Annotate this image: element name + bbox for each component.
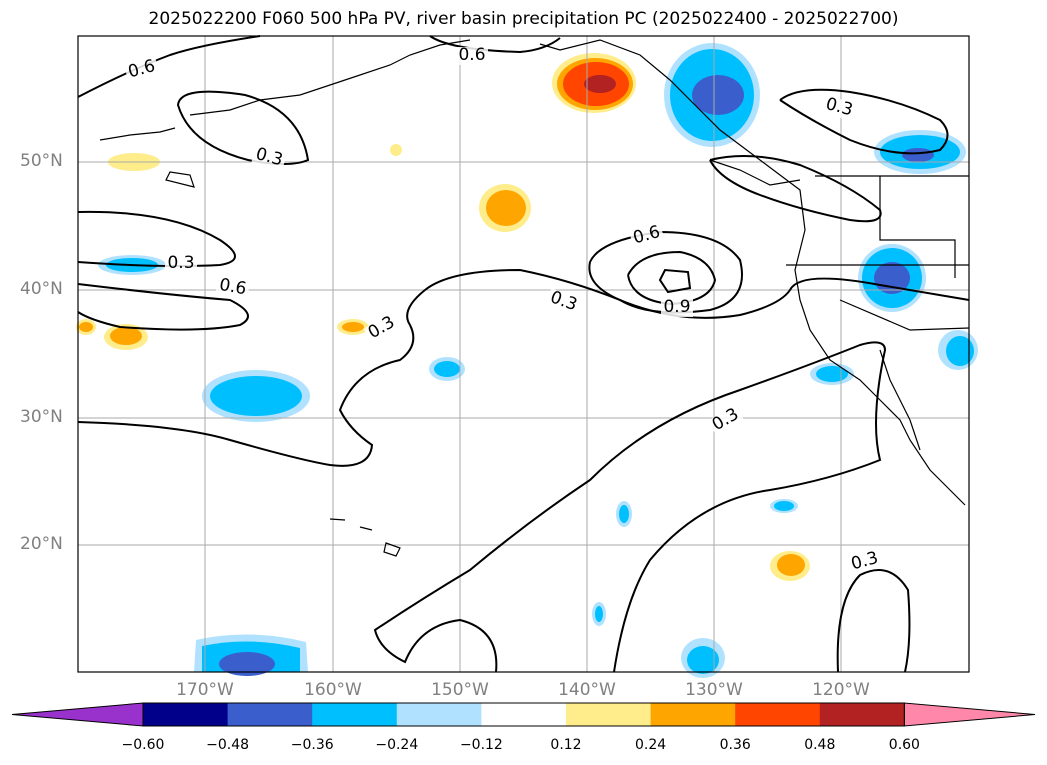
contour-label-bg <box>251 145 287 171</box>
lat-label: 50°N <box>20 151 63 171</box>
colorbar-tick-label: −0.24 <box>375 737 419 753</box>
coastlines <box>99 39 970 557</box>
lat-label: 20°N <box>20 534 63 554</box>
lat-label: 30°N <box>20 407 63 427</box>
colorbar-extend-min <box>11 702 144 727</box>
lon-label: 130°W <box>685 680 743 700</box>
contour-label-bg <box>124 57 160 83</box>
colorbar-tick-label: 0.12 <box>550 737 582 753</box>
colorbar-segment <box>481 703 567 726</box>
colorbar-segment <box>819 703 905 726</box>
colorbar-segment <box>312 703 398 726</box>
pv-contours <box>77 35 970 673</box>
colorbar-tick-label: −0.60 <box>121 737 165 753</box>
lon-label: 140°W <box>558 680 616 700</box>
colorbar-tick-label: 0.36 <box>719 737 751 753</box>
contour-label: 0.6 <box>218 275 248 299</box>
contour-label: 0.3 <box>167 253 194 273</box>
contour-label-bg <box>821 95 857 121</box>
colorbar-tick-label: 0.60 <box>888 737 920 753</box>
map-border <box>77 35 970 673</box>
contour-label-bg <box>661 299 693 317</box>
colorbar-tick-label: 0.24 <box>635 737 667 753</box>
graticule <box>78 36 969 672</box>
contour-label-bg <box>847 549 883 575</box>
colorbar-segment <box>735 703 821 726</box>
lat-label: 40°N <box>20 279 63 299</box>
colorbar-tick-label: −0.12 <box>459 737 503 753</box>
colorbar-extend-max <box>903 702 1036 727</box>
colorbar-segment <box>143 703 229 726</box>
contour-label-bg <box>215 276 251 300</box>
contour-label-bg <box>456 47 488 65</box>
contour-label: 0.9 <box>663 297 690 317</box>
contour-label: 0.6 <box>458 45 485 65</box>
colorbar-tick-label: −0.36 <box>290 737 334 753</box>
contour-label-bg <box>545 288 582 317</box>
contour-label-bg <box>165 255 197 273</box>
colorbar <box>11 702 1036 727</box>
lon-label: 150°W <box>431 680 489 700</box>
lon-label: 170°W <box>176 680 234 700</box>
lon-label: 120°W <box>812 680 870 700</box>
contour-label-bg <box>707 404 745 437</box>
colorbar-tick-label: −0.48 <box>206 737 250 753</box>
contour-label-bg <box>629 223 665 249</box>
colorbar-segment <box>227 703 313 726</box>
precip-positive-shading <box>76 53 810 581</box>
colorbar-segment <box>566 703 652 726</box>
colorbar-border <box>142 702 905 727</box>
map-panel <box>78 36 969 672</box>
colorbar-tick-label: 0.48 <box>804 737 836 753</box>
map-title: 2025022200 F060 500 hPa PV, river basin … <box>148 9 899 29</box>
colorbar-segment <box>650 703 736 726</box>
colorbar-segment <box>396 703 482 726</box>
contour-label-bg <box>363 312 401 345</box>
lon-label: 160°W <box>304 680 362 700</box>
